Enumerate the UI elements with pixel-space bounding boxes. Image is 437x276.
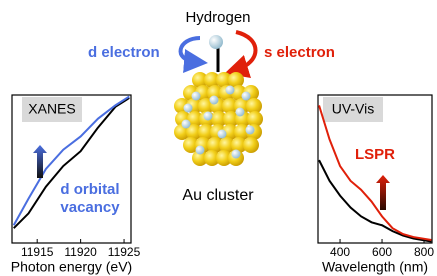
au-label: Au cluster [182, 187, 254, 204]
chart-title: UV-Vis [332, 101, 375, 117]
x-tick-label: 800 [414, 245, 434, 259]
h-atom [182, 120, 191, 129]
series-line [319, 105, 431, 240]
x-tick-label: 11920 [64, 245, 97, 259]
h-atom [192, 92, 201, 101]
au-atom [243, 137, 259, 153]
figure: Hydrogen d electron s electron Au cluste… [0, 0, 437, 276]
h-atom [246, 126, 255, 135]
h-atom [210, 96, 219, 105]
annotation: vacancy [60, 199, 120, 216]
x-tick-label: 11925 [108, 245, 141, 259]
x-axis-label: Wavelength (nm) [322, 259, 428, 275]
h-atom [242, 92, 251, 101]
h-atom [184, 104, 193, 113]
h-atom [226, 86, 235, 95]
annotation: LSPR [355, 146, 395, 163]
series-line [319, 160, 431, 241]
x-axis-label: Photon energy (eV) [11, 259, 132, 275]
trend-arrow [376, 175, 390, 210]
annotation: d orbital [60, 181, 119, 198]
h-atom [232, 150, 241, 159]
s-electron-label: s electron [264, 44, 335, 61]
x-tick-label: 11915 [21, 245, 54, 259]
au-cluster [174, 72, 263, 166]
h-atom [218, 130, 227, 139]
d-electron-label: d electron [88, 44, 160, 61]
s-arrow [236, 32, 256, 70]
d-arrow [181, 38, 200, 62]
trend-arrow [33, 145, 47, 178]
chart-title: XANES [28, 101, 75, 117]
x-tick-label: 600 [372, 245, 392, 259]
h-atom [196, 146, 205, 155]
h-atom [236, 108, 245, 117]
x-tick-label: 400 [330, 245, 350, 259]
h-atom [204, 112, 213, 121]
hydrogen-label: Hydrogen [185, 9, 250, 26]
h-atom [209, 35, 223, 49]
